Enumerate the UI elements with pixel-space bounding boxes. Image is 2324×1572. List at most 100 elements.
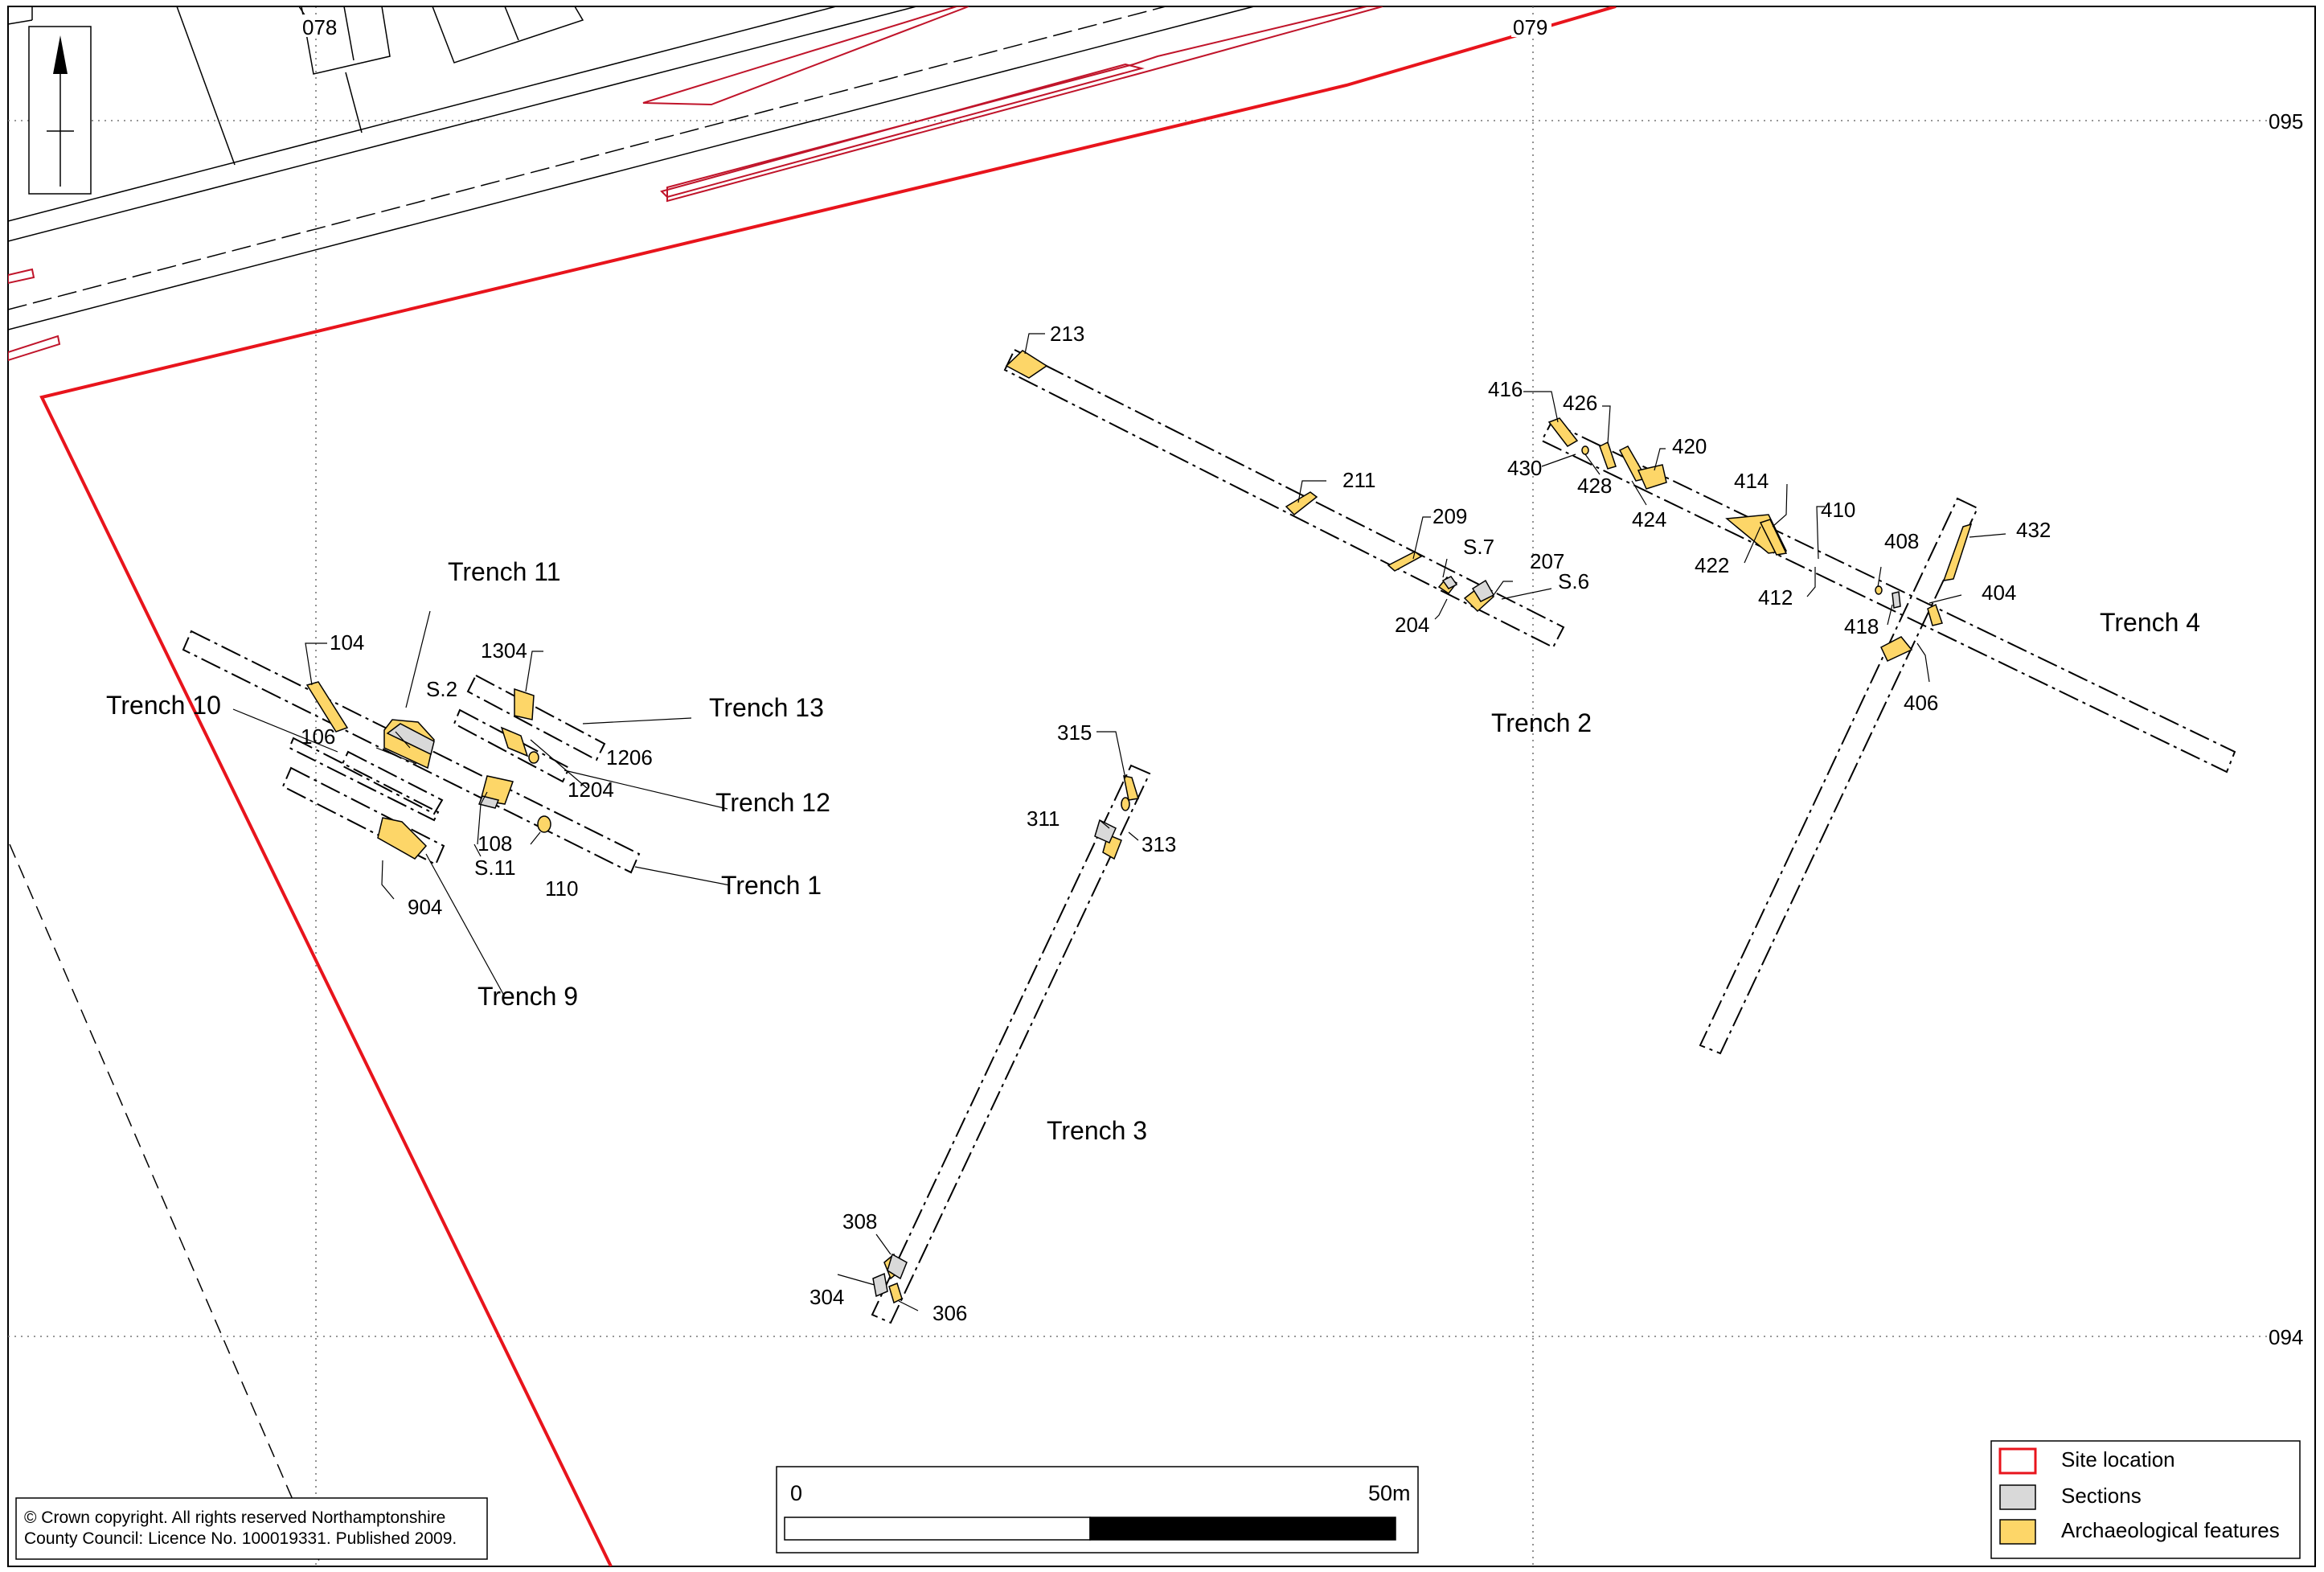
leader-lines: [232, 333, 2006, 1311]
trench-4-outline: [1540, 421, 2236, 774]
section-304: [872, 1272, 888, 1298]
feature-313: [1121, 797, 1130, 811]
feature-labels: 104 S.2 106 1304 1206 1204 108 S.11 110 …: [301, 322, 2051, 1325]
label-308: 308: [842, 1209, 877, 1233]
north-arrow: [28, 26, 92, 195]
feature-1206: [528, 751, 539, 764]
legend-swatch-sections: [1999, 1484, 2036, 1510]
scale-end-label: 50m: [1368, 1481, 1411, 1505]
trench-9-label: Trench 9: [478, 982, 578, 1011]
label-s6: S.6: [1558, 569, 1589, 593]
trench-4-label: Trench 4: [2100, 608, 2200, 637]
feature-904: [377, 817, 428, 860]
trench-12-label: Trench 12: [715, 788, 830, 817]
label-422: 422: [1695, 553, 1729, 577]
trench-1-label: Trench 1: [721, 871, 822, 900]
label-406: 406: [1904, 691, 1938, 715]
label-418: 418: [1844, 614, 1879, 638]
feature-406: [1880, 636, 1913, 662]
feature-432: [1942, 523, 1973, 581]
label-426: 426: [1563, 391, 1597, 415]
legend-label-archaeological-features: Archaeological features: [2061, 1518, 2280, 1542]
sections: [386, 576, 1901, 1298]
feature-404: [1927, 603, 1943, 626]
field-boundary-dashed: [9, 843, 322, 1566]
label-432: 432: [2016, 518, 2051, 542]
feature-426: [1599, 441, 1617, 470]
scale-start-label: 0: [790, 1481, 802, 1505]
legend: Site location Sections Archaeological fe…: [1990, 1440, 2301, 1559]
label-209: 209: [1433, 504, 1467, 528]
label-404: 404: [1982, 581, 2016, 605]
label-904: 904: [408, 895, 442, 919]
trench-13-label: Trench 13: [709, 693, 824, 722]
feature-211: [1285, 491, 1318, 516]
label-410: 410: [1821, 498, 1855, 522]
section-418: [1892, 591, 1901, 609]
trench-2-outline: [1003, 348, 1565, 649]
label-1204: 1204: [568, 778, 614, 802]
label-306: 306: [932, 1301, 967, 1325]
trench-2-label: Trench 2: [1491, 708, 1592, 737]
trench-10-label: Trench 10: [106, 691, 221, 720]
label-428: 428: [1577, 474, 1612, 498]
label-213: 213: [1050, 322, 1084, 346]
copyright-box: © Crown copyright. All rights reserved N…: [15, 1497, 488, 1560]
trench-10-outline: [340, 750, 444, 815]
trench-11-outline: [288, 737, 440, 822]
trench-1-outline: [182, 630, 641, 874]
legend-swatch-archaeological-features: [1999, 1519, 2036, 1545]
feature-213: [1005, 350, 1048, 379]
feature-104: [305, 681, 349, 733]
label-207: 207: [1530, 549, 1564, 573]
label-s2: S.2: [426, 677, 457, 701]
feature-209: [1387, 551, 1423, 572]
label-s7: S.7: [1463, 535, 1494, 559]
trench-13-outline: [466, 674, 606, 761]
trench-4-arm-outline: [1699, 497, 1979, 1055]
map-frame: [7, 6, 2316, 1567]
label-1206: 1206: [606, 745, 653, 770]
label-108: 108: [478, 831, 512, 856]
trench-12-outline: [453, 708, 571, 783]
section-s7: [1441, 576, 1458, 589]
scale-bar: 0 50m: [776, 1466, 1419, 1554]
trench-3-label: Trench 3: [1047, 1116, 1147, 1145]
label-414: 414: [1734, 469, 1769, 493]
label-315: 315: [1057, 720, 1092, 745]
feature-315: [1123, 775, 1139, 801]
site-boundary: [39, 6, 1617, 1566]
feature-1304: [514, 687, 535, 720]
archaeological-features: [305, 350, 1973, 1304]
grid-label-easting-078: 078: [302, 15, 337, 39]
label-211: 211: [1342, 468, 1375, 492]
copyright-line-1: © Crown copyright. All rights reserved N…: [24, 1508, 445, 1527]
label-311: 311: [1027, 807, 1060, 831]
grid-label-northing-095: 095: [2269, 109, 2303, 133]
feature-110: [537, 815, 551, 833]
grid-label-easting-079: 079: [1513, 15, 1547, 39]
feature-414: [1759, 519, 1788, 556]
section-311: [1094, 819, 1117, 843]
legend-swatch-site-location: [1998, 1447, 2037, 1475]
label-416: 416: [1488, 377, 1523, 401]
label-412: 412: [1758, 585, 1793, 610]
label-430: 430: [1507, 456, 1542, 480]
feature-306: [888, 1283, 903, 1304]
feature-420: [1637, 464, 1667, 490]
copyright-line-2: County Council: Licence No. 100019331. P…: [24, 1529, 457, 1548]
legend-label-sections: Sections: [2061, 1484, 2142, 1508]
label-204: 204: [1395, 613, 1429, 637]
label-420: 420: [1672, 434, 1707, 458]
label-110: 110: [545, 876, 578, 901]
feature-428: [1581, 445, 1589, 455]
label-408: 408: [1884, 529, 1919, 553]
legend-label-site-location: Site location: [2061, 1447, 2175, 1471]
trench-11-label: Trench 11: [448, 557, 561, 586]
label-304: 304: [810, 1285, 844, 1309]
section-s2: [386, 723, 435, 756]
feature-416: [1547, 417, 1579, 447]
label-s11: S.11: [474, 856, 516, 880]
label-1304: 1304: [481, 638, 527, 663]
